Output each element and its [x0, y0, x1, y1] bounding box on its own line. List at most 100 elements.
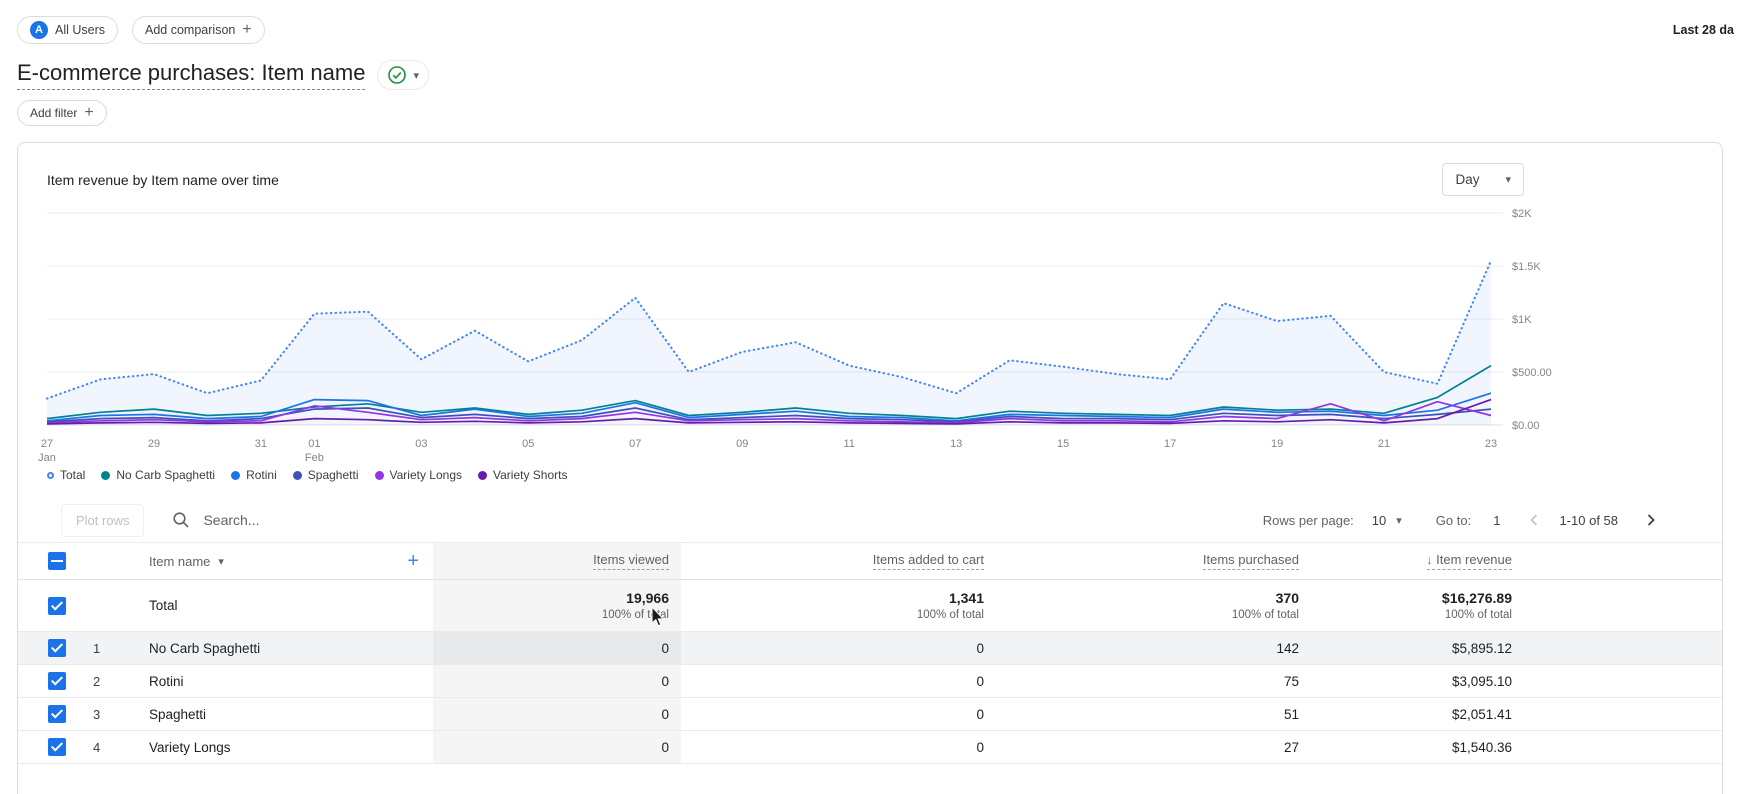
totals-label: Total	[149, 598, 178, 613]
metric-cell: 0	[433, 665, 681, 697]
add-filter-button[interactable]: Add filter +	[17, 100, 107, 126]
previous-page-button[interactable]	[1528, 513, 1539, 527]
chevron-down-icon: ▾	[1396, 514, 1402, 527]
svg-text:11: 11	[843, 438, 854, 450]
metric-column-header[interactable]: Items added to cart	[681, 543, 996, 579]
legend-label: Spaghetti	[307, 468, 359, 482]
go-to-label: Go to:	[1435, 512, 1472, 528]
page-title[interactable]: E-commerce purchases: Item name	[17, 60, 366, 90]
legend-item[interactable]: Rotini	[231, 468, 277, 482]
top-bar: A All Users Add comparison + Last 28 da	[0, 0, 1740, 44]
items-table: Item name ▾ + Items viewed Items added to …	[18, 542, 1722, 764]
table-row[interactable]: 1 No Carb Spaghetti 0 0 142 $5,895.12	[18, 632, 1722, 665]
rows-per-page-select[interactable]: 10 ▾	[1372, 513, 1402, 528]
pagination-controls: Rows per page: 10 ▾ Go to: 1 1-10 of 58	[1263, 513, 1657, 528]
svg-text:Jan: Jan	[38, 452, 56, 464]
metric-cell: 27	[1283, 739, 1299, 755]
report-card: Item revenue by Item name over time Day …	[17, 142, 1723, 794]
search-icon	[173, 512, 190, 528]
legend-item[interactable]: Total	[47, 468, 85, 482]
filter-row: Add filter +	[17, 100, 1740, 126]
pagination-range: 1-10 of 58	[1559, 512, 1618, 528]
svg-text:31: 31	[255, 438, 267, 450]
select-all-checkbox[interactable]	[48, 552, 66, 570]
metric-cell: 0	[976, 640, 984, 656]
row-checkbox[interactable]	[48, 639, 66, 657]
totals-metric-cell: 19,966 100% of total	[433, 580, 681, 631]
plus-icon: +	[242, 21, 252, 38]
report-status-badge[interactable]: ▾	[377, 60, 429, 90]
totals-row: Total 19,966 100% of total 1,341 100% of tot…	[18, 580, 1722, 632]
metric-cell: 51	[1283, 706, 1299, 722]
chart-header: Item revenue by Item name over time Day …	[18, 143, 1722, 196]
metric-cell: 0	[433, 698, 681, 730]
row-checkbox[interactable]	[48, 738, 66, 756]
metric-cell: 75	[1283, 673, 1299, 689]
search-input[interactable]	[203, 512, 624, 528]
metric-column-header[interactable]: Items purchased	[996, 543, 1311, 579]
legend-dot-icon	[292, 470, 302, 480]
svg-text:09: 09	[736, 438, 748, 450]
metric-cell: 0	[976, 706, 984, 722]
legend-dot-icon	[101, 470, 111, 480]
svg-text:27: 27	[41, 438, 53, 450]
row-checkbox[interactable]	[48, 705, 66, 723]
totals-metric-cell: 370 100% of total	[1231, 590, 1299, 621]
metric-cell: 0	[976, 739, 984, 755]
legend-dot-icon	[478, 470, 487, 480]
legend-label: Total	[60, 468, 86, 482]
table-search	[172, 511, 624, 529]
dimension-column-header[interactable]: Item name ▾	[149, 553, 224, 569]
row-checkbox[interactable]	[48, 672, 66, 690]
interval-select[interactable]: Day ▾	[1442, 163, 1524, 196]
svg-text:$2K: $2K	[1512, 208, 1532, 220]
metric-column-header[interactable]: ↓ Item revenue	[1311, 543, 1524, 579]
legend-item[interactable]: Variety Longs	[374, 468, 462, 482]
item-name-cell: No Carb Spaghetti	[149, 640, 261, 656]
chevron-down-icon: ▾	[1505, 174, 1511, 186]
table-row[interactable]: 4 Variety Longs 0 0 27 $1,540.36	[18, 731, 1722, 764]
row-number: 2	[93, 673, 101, 689]
go-to-input[interactable]: 1	[1493, 512, 1501, 528]
svg-text:05: 05	[522, 438, 534, 450]
legend-dot-icon	[47, 471, 54, 479]
rows-per-page-value: 10	[1371, 512, 1387, 528]
table-toolbar: Plot rows Rows per page: 10 ▾ Go to: 1	[18, 498, 1722, 542]
row-checkbox[interactable]	[48, 596, 66, 615]
svg-text:21: 21	[1378, 438, 1390, 450]
add-comparison-button[interactable]: Add comparison +	[132, 16, 265, 44]
rows-per-page-label: Rows per page:	[1262, 512, 1354, 528]
legend-dot-icon	[374, 470, 384, 480]
metric-column-header[interactable]: Items viewed	[433, 543, 681, 579]
plot-rows-button[interactable]: Plot rows	[61, 503, 145, 537]
svg-text:03: 03	[415, 438, 427, 450]
metric-cell: 142	[1276, 640, 1299, 656]
next-page-button[interactable]	[1646, 513, 1657, 527]
legend-item[interactable]: Spaghetti	[292, 468, 359, 482]
table-row[interactable]: 2 Rotini 0 0 75 $3,095.10	[18, 665, 1722, 698]
add-column-button[interactable]: +	[407, 549, 419, 572]
table-row[interactable]: 3 Spaghetti 0 0 51 $2,051.41	[18, 698, 1722, 731]
svg-text:13: 13	[950, 438, 962, 450]
revenue-time-series-chart: $0.00 $500.00 $1K $1.5K $2K 27 Jan 29 31 01 Feb 03 0…	[38, 208, 1552, 464]
metric-cell: 0	[976, 673, 984, 689]
row-number: 3	[93, 706, 101, 722]
metric-cell: $3,095.10	[1451, 673, 1512, 689]
chart-title: Item revenue by Item name over time	[47, 171, 279, 188]
svg-text:07: 07	[629, 438, 641, 450]
date-range-selector[interactable]: Last 28 da	[1672, 23, 1734, 37]
svg-text:15: 15	[1057, 438, 1069, 450]
segment-chip-all-users[interactable]: A All Users	[17, 16, 119, 44]
svg-text:23: 23	[1485, 438, 1497, 450]
row-number: 1	[93, 640, 101, 656]
add-comparison-label: Add comparison	[145, 23, 236, 37]
svg-text:17: 17	[1164, 438, 1176, 450]
legend-item[interactable]: No Carb Spaghetti	[101, 468, 215, 482]
svg-text:Feb: Feb	[305, 452, 324, 464]
sort-descending-icon: ↓	[1426, 553, 1433, 567]
legend-item[interactable]: Variety Shorts	[478, 468, 567, 482]
interval-select-value: Day	[1455, 172, 1480, 187]
legend-dot-icon	[231, 470, 241, 480]
totals-metric-cell: 1,341 100% of total	[916, 590, 984, 621]
